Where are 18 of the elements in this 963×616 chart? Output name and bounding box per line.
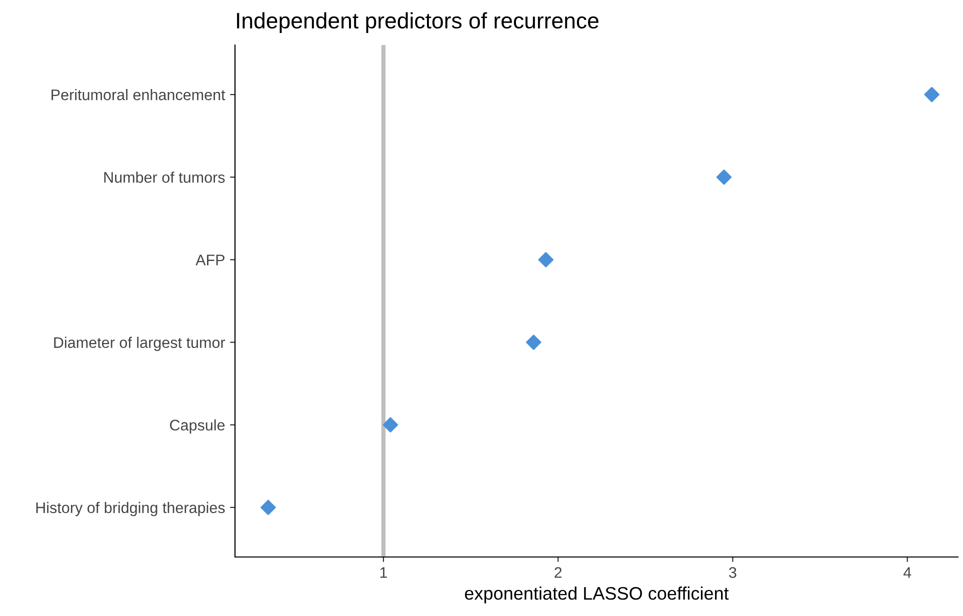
point — [716, 169, 732, 185]
x-tick-label: 4 — [903, 567, 912, 578]
y-tick-label: History of bridging therapies — [36, 502, 225, 516]
y-tick-label: AFP — [196, 254, 224, 266]
y-tick-label: Number of tumors — [104, 172, 225, 183]
y-tick-label: Diameter of largest tumor — [54, 336, 226, 351]
y-tick-label: Capsule — [170, 419, 225, 434]
point — [382, 417, 398, 433]
x-tick-label: 1 — [380, 567, 387, 578]
point — [538, 252, 554, 268]
point — [260, 500, 276, 516]
x-tick-label: 2 — [554, 567, 562, 578]
x-axis-title: exponentiated LASSO coefficient — [464, 586, 729, 604]
x-tick-label: 3 — [729, 567, 736, 578]
y-tick-label: Peritumoral enhancement — [52, 89, 226, 100]
chart-title: Independent predictors of recurrence — [237, 12, 598, 33]
point — [924, 86, 940, 102]
point — [526, 334, 542, 350]
